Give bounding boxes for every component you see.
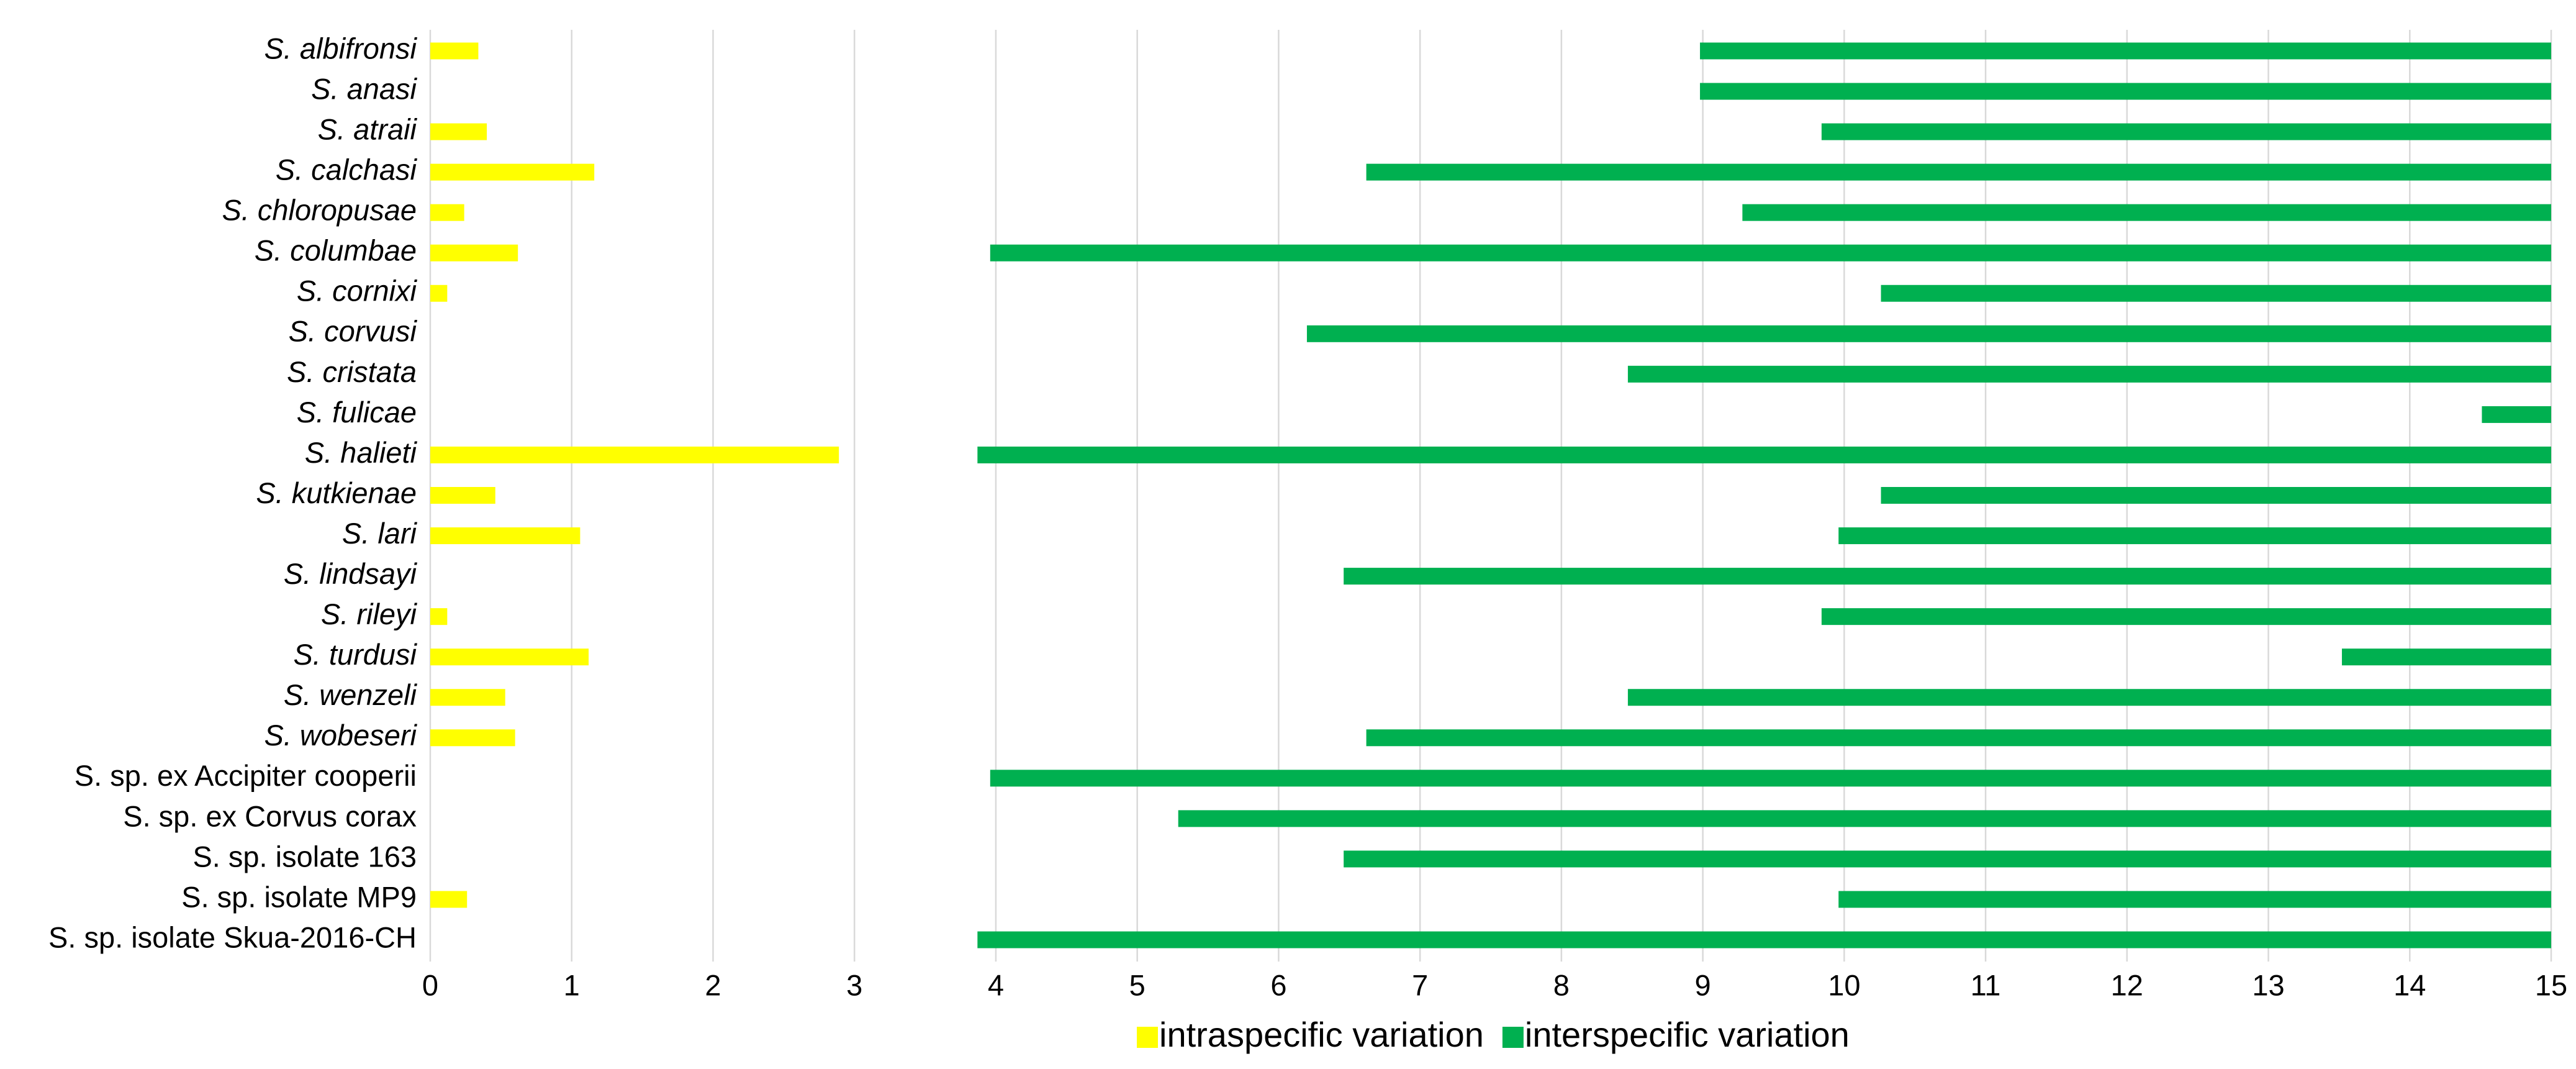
x-tick-label: 14: [2393, 968, 2426, 1001]
intraspecific-bar: [430, 446, 839, 463]
interspecific-bar: [1838, 891, 2551, 908]
x-tick-label: 15: [2535, 968, 2567, 1001]
x-tick-label: 13: [2252, 968, 2284, 1001]
interspecific-bar: [2482, 406, 2551, 423]
x-tick-label: 2: [705, 968, 721, 1001]
x-tick-label: 8: [1553, 968, 1570, 1001]
interspecific-bar: [977, 931, 2551, 948]
interspecific-bar: [1178, 810, 2551, 827]
intraspecific-bar: [430, 163, 595, 181]
x-tick-label: 12: [2111, 968, 2143, 1001]
x-tick-label: 11: [1971, 968, 2001, 1001]
category-label: S. kutkienae: [256, 476, 417, 509]
x-tick-label: 4: [988, 968, 1004, 1001]
intraspecific-bar: [430, 729, 515, 747]
intraspecific-bar: [430, 487, 495, 504]
x-tick-label: 10: [1828, 968, 1860, 1001]
x-tick-label: 9: [1695, 968, 1711, 1001]
interspecific-bar: [1627, 689, 2551, 706]
intraspecific-bar: [430, 648, 589, 666]
intraspecific-bar: [430, 244, 518, 262]
category-label: S. sp. ex Accipiter cooperii: [75, 759, 417, 792]
category-label: S. wobeseri: [264, 719, 417, 752]
category-label: S. halieti: [305, 436, 418, 469]
interspecific-bar: [1344, 568, 2551, 585]
category-label: S. lari: [342, 517, 418, 550]
x-tick-label: 0: [422, 968, 438, 1001]
interspecific-bar: [990, 770, 2551, 787]
category-label: S. albifronsi: [264, 32, 417, 65]
intraspecific-bar: [430, 891, 468, 908]
category-label: S. columbae: [255, 234, 417, 267]
category-label: S. lindsayi: [284, 557, 418, 590]
interspecific-bar: [1881, 487, 2551, 504]
interspecific-bar: [1700, 42, 2551, 60]
interspecific-bar: [1742, 204, 2551, 221]
intraspecific-bar: [430, 284, 448, 302]
intraspecific-bar: [430, 608, 448, 625]
interspecific-bar: [1821, 123, 2551, 140]
legend-label: intraspecific variation: [1159, 1015, 1484, 1054]
x-tick-label: 6: [1270, 968, 1286, 1001]
interspecific-bar: [1627, 365, 2551, 383]
intraspecific-bar: [430, 527, 581, 545]
intraspecific-bar: [430, 123, 487, 140]
intraspecific-bar: [430, 42, 479, 60]
interspecific-bar: [1700, 83, 2551, 100]
category-label: S. turdusi: [293, 638, 417, 671]
x-tick-label: 5: [1129, 968, 1146, 1001]
interspecific-bar: [2341, 648, 2551, 666]
category-label: S. cristata: [287, 355, 417, 388]
category-label: S. corvusi: [289, 315, 418, 348]
category-label: S. sp. isolate MP9: [181, 880, 417, 913]
interspecific-bar: [1821, 608, 2551, 625]
intraspecific-bar: [430, 689, 505, 706]
category-label: S. sp. ex Corvus corax: [123, 799, 417, 832]
x-tick-label: 1: [564, 968, 580, 1001]
interspecific-bar: [1838, 527, 2551, 545]
legend-swatch: [1137, 1027, 1158, 1048]
category-label: S. cornixi: [297, 275, 418, 307]
category-label: S. atraii: [318, 113, 418, 146]
x-tick-label: 3: [846, 968, 862, 1001]
x-tick-label: 7: [1412, 968, 1428, 1001]
category-label: S. calchasi: [276, 153, 418, 186]
interspecific-bar: [1366, 729, 2551, 747]
interspecific-bar: [1366, 163, 2551, 181]
category-label: S. wenzeli: [284, 678, 418, 711]
category-label: S. fulicae: [297, 396, 417, 429]
interspecific-bar: [1344, 850, 2551, 868]
interspecific-bar: [1881, 284, 2551, 302]
category-label: S. anasi: [311, 72, 417, 105]
category-label: S. rileyi: [321, 598, 418, 630]
interspecific-bar: [990, 244, 2551, 262]
intraspecific-bar: [430, 204, 464, 221]
interspecific-bar: [977, 446, 2551, 463]
category-label: S. sp. isolate Skua-2016-CH: [48, 921, 417, 953]
category-label: S. chloropusae: [222, 194, 417, 227]
legend-swatch: [1502, 1027, 1524, 1048]
legend-label: interspecific variation: [1525, 1015, 1850, 1054]
category-label: S. sp. isolate 163: [192, 840, 417, 873]
interspecific-bar: [1306, 325, 2551, 342]
